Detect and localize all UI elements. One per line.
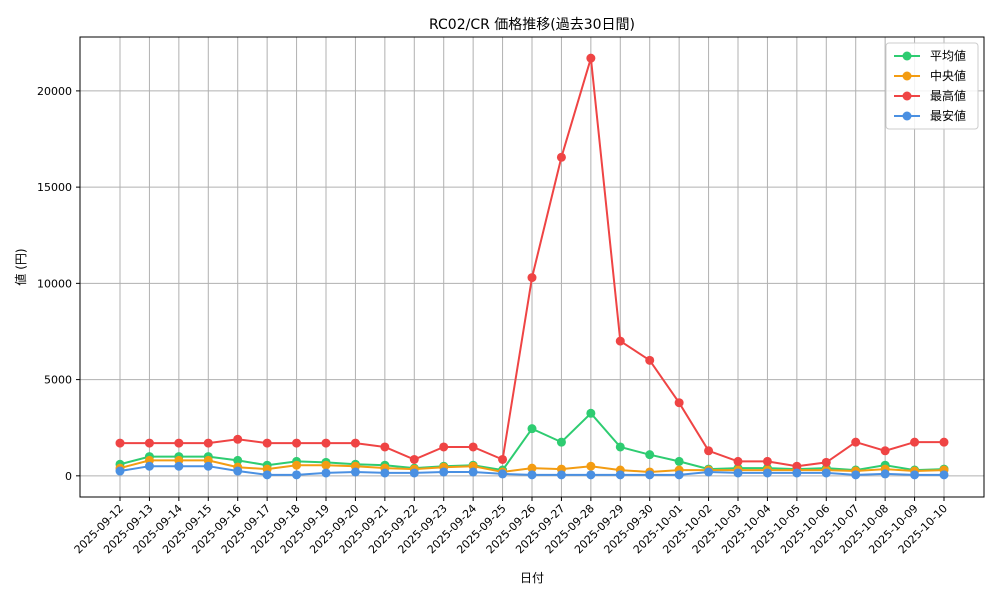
data-point: [733, 468, 743, 478]
data-point: [498, 454, 508, 464]
data-point: [380, 442, 390, 452]
data-point: [527, 463, 537, 473]
data-point: [321, 460, 331, 470]
y-tick-label: 5000: [44, 374, 72, 387]
data-point: [821, 468, 831, 478]
legend-label: 平均値: [930, 48, 966, 63]
data-point: [762, 468, 772, 478]
y-tick-label: 0: [65, 470, 72, 483]
legend-swatch-marker: [902, 111, 912, 121]
data-point: [704, 446, 714, 456]
y-tick-label: 20000: [37, 85, 72, 98]
data-point: [144, 438, 154, 448]
data-point: [910, 437, 920, 447]
data-point: [350, 467, 360, 477]
data-point: [586, 470, 596, 480]
data-point: [527, 273, 537, 283]
data-point: [674, 398, 684, 408]
data-point: [439, 467, 449, 477]
series-2: [115, 53, 949, 471]
data-point: [939, 437, 949, 447]
data-point: [174, 438, 184, 448]
data-point: [144, 461, 154, 471]
data-point: [851, 437, 861, 447]
legend-label: 中央値: [930, 68, 966, 83]
data-point: [115, 438, 125, 448]
data-point: [556, 470, 566, 480]
data-point: [645, 470, 655, 480]
data-point: [615, 442, 625, 452]
data-point: [586, 408, 596, 418]
data-point: [203, 438, 213, 448]
data-point: [380, 468, 390, 478]
series-3: [115, 461, 949, 480]
grid-lines: [80, 37, 984, 497]
data-point: [262, 438, 272, 448]
data-point: [556, 152, 566, 162]
data-point: [174, 461, 184, 471]
data-point: [792, 461, 802, 471]
legend-swatch-marker: [902, 51, 912, 61]
data-point: [792, 468, 802, 478]
data-point: [292, 460, 302, 470]
data-point: [645, 355, 655, 365]
series-layer: [115, 53, 949, 480]
data-point: [556, 437, 566, 447]
data-point: [233, 434, 243, 444]
data-point: [321, 468, 331, 478]
data-point: [409, 468, 419, 478]
data-point: [733, 456, 743, 466]
legend-swatch-marker: [902, 71, 912, 81]
legend-box: [885, 42, 979, 130]
data-point: [851, 470, 861, 480]
data-point: [321, 438, 331, 448]
data-point: [880, 469, 890, 479]
data-point: [645, 450, 655, 460]
data-point: [615, 470, 625, 480]
y-tick-label: 10000: [37, 277, 72, 290]
x-axis-label: 日付: [520, 571, 544, 585]
data-point: [615, 336, 625, 346]
chart-title: RC02/CR 価格推移(過去30日間): [429, 17, 635, 33]
y-axis-label: 値 (円): [13, 248, 28, 285]
legend-label: 最安値: [930, 108, 966, 123]
y-tick-label: 15000: [37, 181, 72, 194]
data-point: [674, 470, 684, 480]
data-point: [939, 470, 949, 480]
data-point: [498, 469, 508, 479]
legend-label: 最高値: [930, 88, 966, 103]
data-point: [910, 470, 920, 480]
data-point: [203, 461, 213, 471]
data-point: [233, 455, 243, 465]
data-point: [350, 438, 360, 448]
data-point: [439, 442, 449, 452]
legend-swatch-marker: [902, 91, 912, 101]
data-point: [409, 454, 419, 464]
data-point: [468, 442, 478, 452]
y-axis: 0 5000 10000 15000 20000: [37, 85, 80, 483]
data-point: [233, 466, 243, 476]
data-point: [115, 466, 125, 476]
data-point: [704, 467, 714, 477]
data-point: [527, 470, 537, 480]
data-point: [262, 470, 272, 480]
data-point: [674, 456, 684, 466]
data-point: [586, 461, 596, 471]
data-point: [880, 446, 890, 456]
data-point: [292, 438, 302, 448]
data-point: [468, 467, 478, 477]
data-point: [527, 424, 537, 434]
data-point: [821, 457, 831, 467]
data-point: [762, 456, 772, 466]
data-point: [586, 53, 596, 63]
data-point: [292, 470, 302, 480]
